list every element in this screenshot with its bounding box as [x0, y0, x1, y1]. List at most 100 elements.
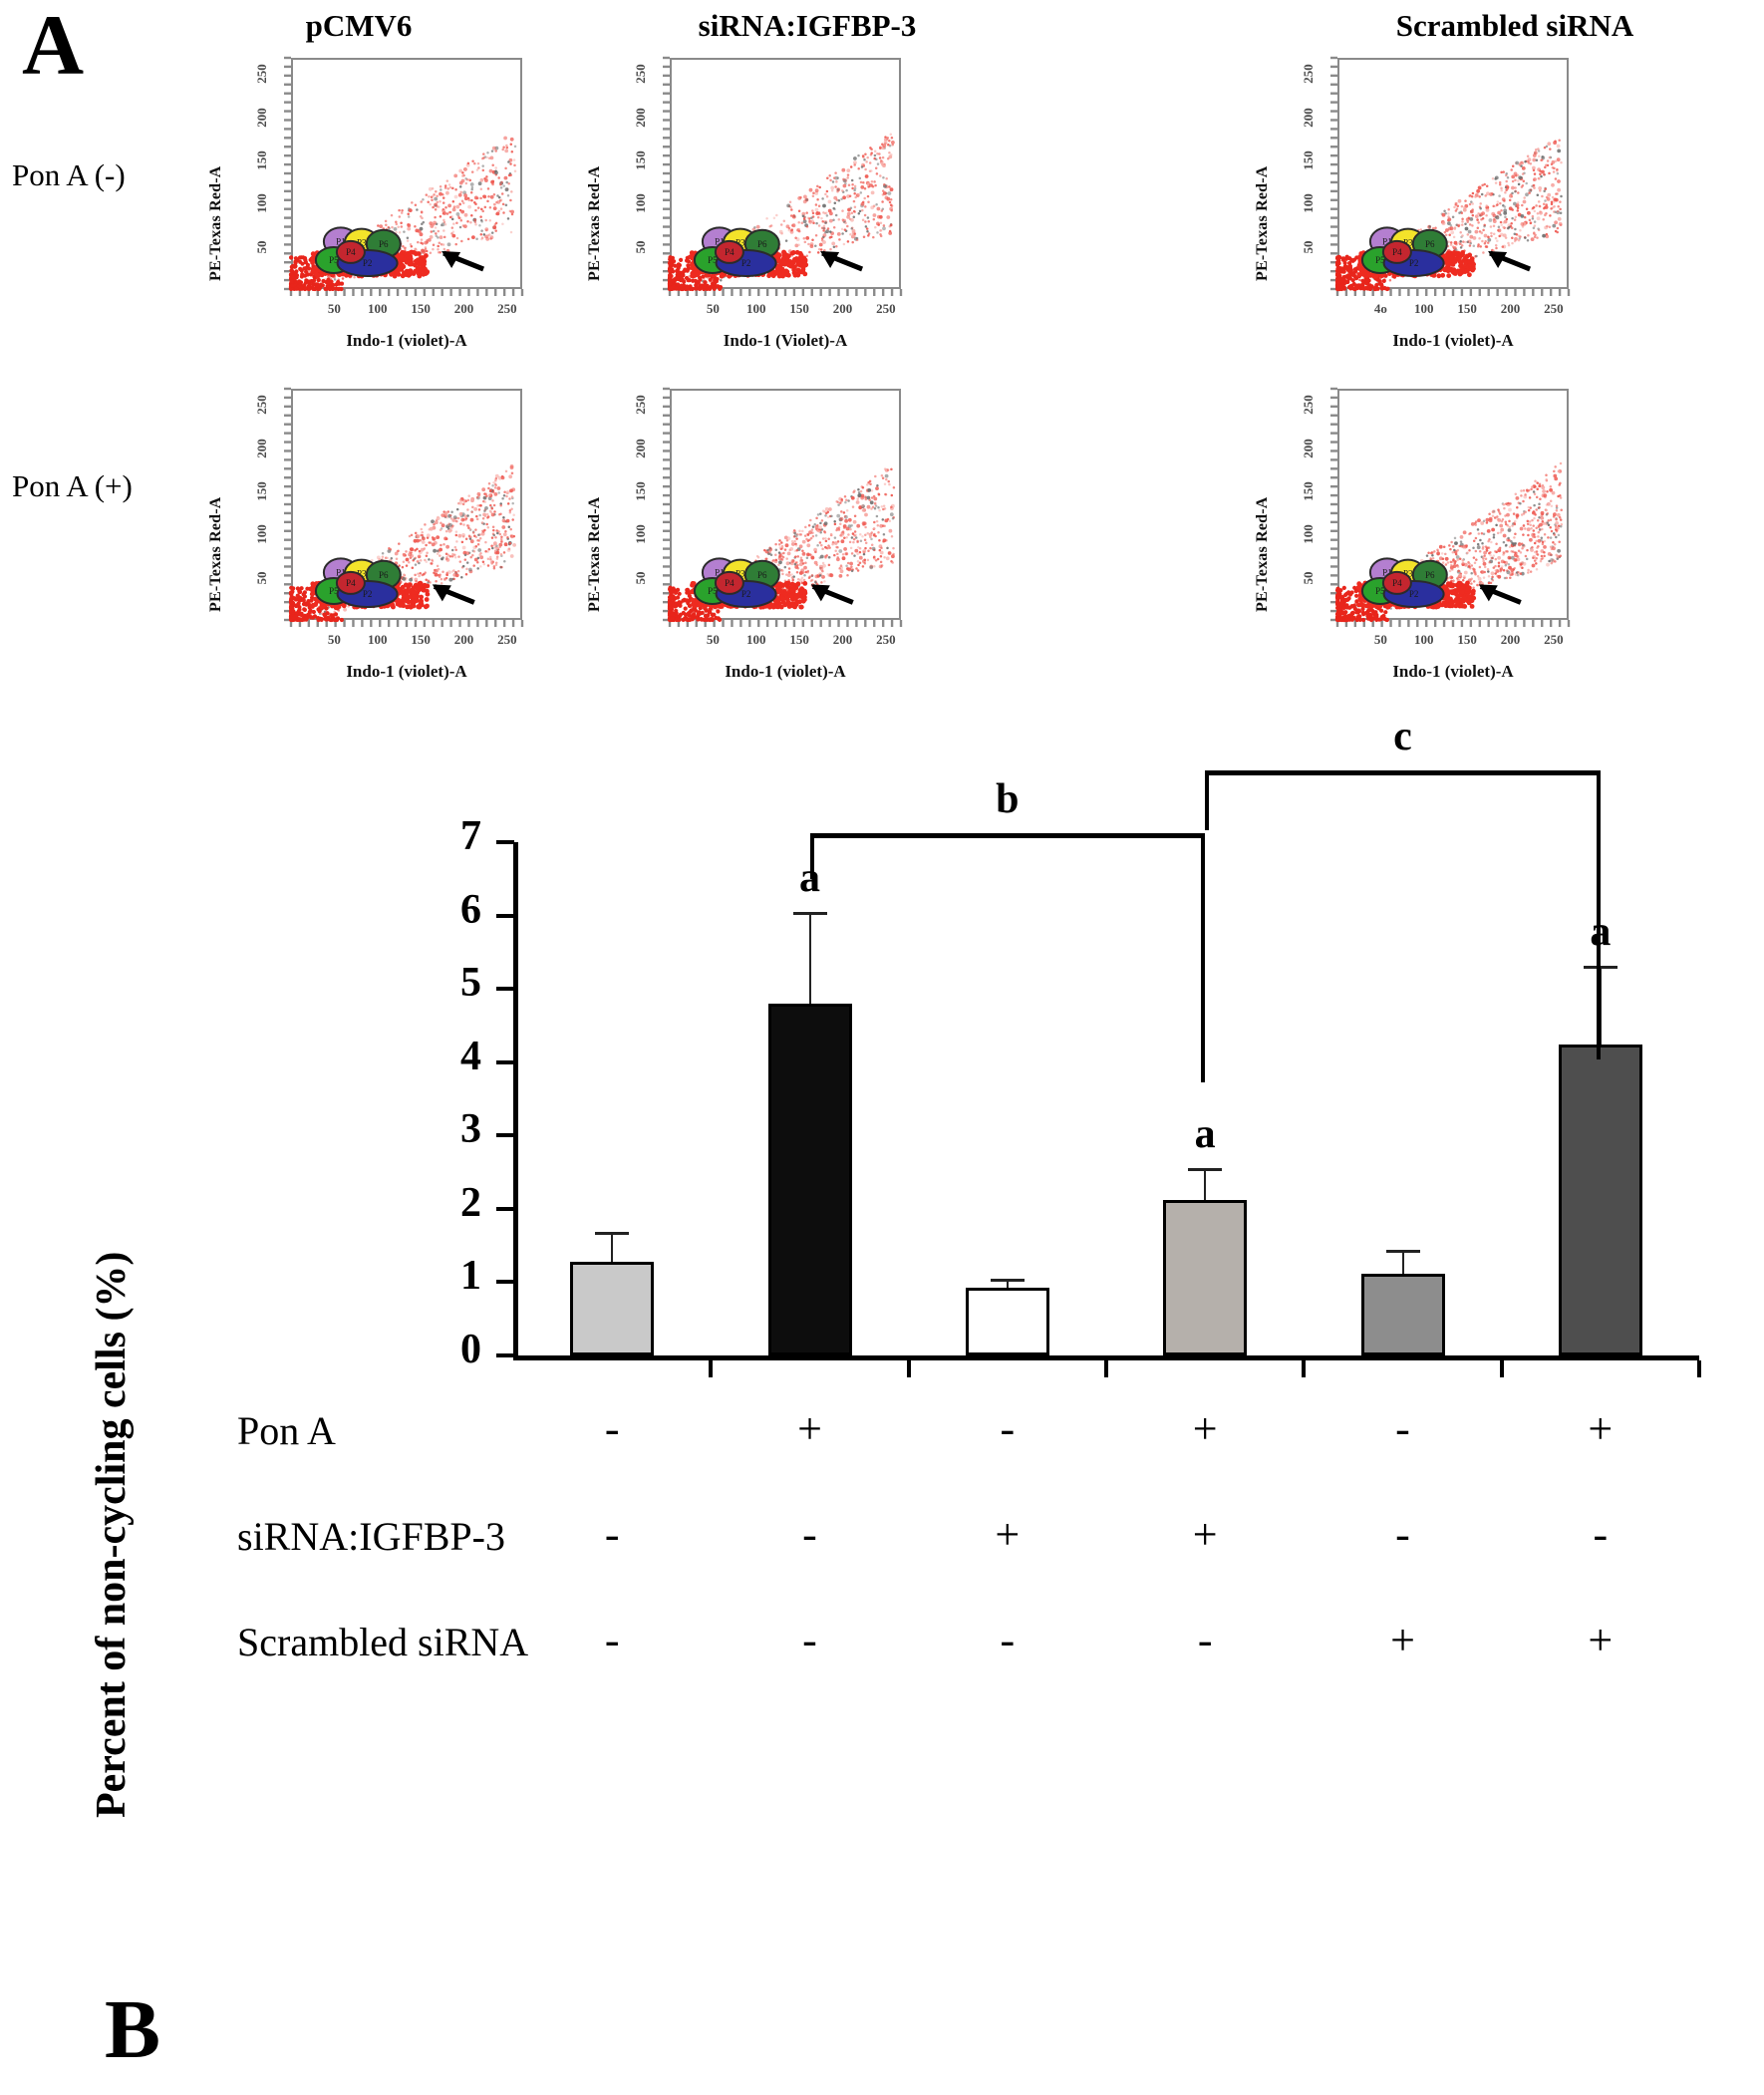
error-bar-cap-1 — [595, 1232, 630, 1236]
significance-bracket-b-right — [1201, 833, 1206, 1082]
flow-x-tick: 250 — [876, 632, 896, 647]
flow-plot-pCMV6-PonA-minus: PE-Texas Red-A 50 100 150 200 250 P1 P3 P6 P5 P2 P4… — [201, 50, 542, 411]
flow-plot-siRNA-IGFBP3-PonA-minus: PE-Texas Red-A 50 100 150 200 250 P1 P3 P6 P5 P2 P4… — [580, 50, 921, 411]
y-axis-tick — [496, 1206, 514, 1211]
svg-text:P1: P1 — [715, 236, 725, 246]
flow-x-tick: 50 — [706, 632, 720, 647]
y-axis-tick-label: 3 — [460, 1106, 481, 1153]
treatment-cell-r3-c3: - — [1000, 1616, 1016, 1664]
bar-5 — [1360, 1274, 1445, 1355]
flow-x-tick: 50 — [327, 301, 341, 316]
row-label-pon-a-plus: Pon A (+) — [12, 468, 133, 503]
error-bar-cap-3 — [990, 1278, 1025, 1282]
svg-text:P5: P5 — [329, 255, 339, 265]
arrow-pointing-left-icon — [441, 250, 485, 272]
error-bar-cap-4 — [1188, 1168, 1223, 1172]
significance-bracket-b-top — [809, 833, 1206, 838]
error-bar-4 — [1204, 1168, 1207, 1201]
bar-2 — [767, 1003, 852, 1355]
x-axis-tick — [1499, 1360, 1504, 1377]
panel-b-letter: B — [105, 1983, 160, 2076]
y-axis-tick — [496, 987, 514, 992]
flow-plot-siRNA-IGFBP3-PonA-plus: PE-Texas Red-A 50 100 150 200 250 P1 P3 P6 P5 P2 P4… — [580, 381, 921, 742]
treatment-cell-r1-c1: - — [604, 1404, 620, 1453]
column-title-sirna-igfbp3: siRNA:IGFBP-3 — [698, 8, 917, 43]
flow-x-tick: 100 — [1413, 301, 1434, 316]
y-axis-tick-label: 4 — [460, 1033, 481, 1079]
error-bar-5 — [1401, 1250, 1404, 1275]
flow-x-tick: 50 — [327, 632, 341, 647]
flow-x-tick: 100 — [367, 301, 388, 316]
flow-x-tick: 250 — [1544, 632, 1564, 647]
column-title-scrambled-sirna: Scrambled siRNA — [1395, 8, 1634, 43]
flow-x-tick: 250 — [1544, 301, 1564, 316]
treatment-cell-r1-c6: + — [1588, 1404, 1614, 1453]
flow-x-tick: 100 — [367, 632, 388, 647]
significance-bracket-label-c: c — [1393, 714, 1412, 759]
panel-a: A pCMV6 siRNA:IGFBP-3 Scrambled siRNA Po… — [0, 0, 1764, 957]
svg-text:P6: P6 — [379, 239, 389, 249]
treatment-cell-r1-c4: + — [1192, 1404, 1218, 1453]
y-axis-tick-label: 1 — [460, 1253, 481, 1300]
y-axis-tick — [496, 1059, 514, 1064]
y-axis-tick — [496, 1353, 514, 1357]
svg-text:P4: P4 — [346, 247, 356, 257]
svg-text:P5: P5 — [1375, 255, 1385, 265]
error-bar-1 — [611, 1232, 614, 1262]
bar-3 — [965, 1288, 1049, 1355]
bar-4 — [1163, 1200, 1248, 1355]
treatment-cell-r1-c5: - — [1395, 1404, 1410, 1453]
flow-x-tick: 200 — [1500, 301, 1521, 316]
y-axis-tick-label: 6 — [460, 886, 481, 933]
flow-x-tick: 250 — [497, 301, 517, 316]
y-axis-title: Percent of non-cycling cells (%) — [89, 1251, 135, 1818]
significance-letter-a-bar6: a — [1590, 908, 1612, 955]
svg-text:P3: P3 — [1403, 238, 1413, 248]
treatment-row-label-2: siRNA:IGFBP-3 — [237, 1514, 505, 1559]
flow-x-tick: 200 — [832, 301, 853, 316]
column-title-pcmv6: pCMV6 — [305, 8, 413, 43]
treatment-row-label-1: Pon A — [237, 1408, 336, 1453]
flow-x-axis-label: Indo-1 (violet)-A — [1392, 662, 1514, 681]
error-bar-cap-6 — [1583, 965, 1617, 969]
treatment-row-label-3: Scrambled siRNA — [237, 1620, 529, 1664]
treatment-cell-r1-c3: - — [1000, 1404, 1016, 1453]
x-axis-tick — [1104, 1360, 1108, 1377]
y-axis-tick-label: 5 — [460, 960, 481, 1007]
y-axis-tick — [496, 1133, 514, 1138]
treatment-cell-r2-c6: - — [1593, 1510, 1609, 1559]
flow-x-axis-label: Indo-1 (Violet)-A — [723, 331, 848, 350]
flow-x-tick: 4o — [1373, 301, 1387, 316]
error-bar-cap-2 — [792, 911, 827, 915]
flow-x-tick: 200 — [832, 632, 853, 647]
svg-text:P4: P4 — [725, 247, 735, 257]
flow-x-axis-label: Indo-1 (violet)-A — [725, 662, 846, 681]
svg-text:P5: P5 — [708, 255, 718, 265]
arrow-pointing-left-icon — [432, 584, 475, 605]
treatment-cell-r3-c1: - — [604, 1616, 620, 1664]
flow-x-tick: 250 — [497, 632, 517, 647]
treatment-cell-r3-c2: - — [802, 1616, 817, 1664]
arrow-pointing-left-icon — [820, 250, 864, 272]
row-label-pon-a-minus: Pon A (-) — [12, 157, 126, 192]
flow-x-axis-label: Indo-1 (violet)-A — [1392, 331, 1514, 350]
treatment-cell-r2-c5: - — [1395, 1510, 1410, 1559]
flow-x-tick: 100 — [1413, 632, 1434, 647]
flow-x-tick: 150 — [789, 301, 809, 316]
treatment-cell-r2-c4: + — [1192, 1510, 1218, 1559]
x-axis-tick — [1302, 1360, 1307, 1377]
significance-bracket-c-right — [1596, 770, 1601, 1059]
flow-x-tick: 200 — [453, 632, 474, 647]
significance-bracket-c-top — [1205, 770, 1601, 775]
flow-plot-scrambled-siRNA-PonA-plus: PE-Texas Red-A 50 100 150 200 250 P1 P3 P6 P5 P2 P4… — [1248, 381, 1589, 742]
treatment-cell-r2-c1: - — [604, 1510, 620, 1559]
y-axis-tick-label: 0 — [460, 1327, 481, 1372]
